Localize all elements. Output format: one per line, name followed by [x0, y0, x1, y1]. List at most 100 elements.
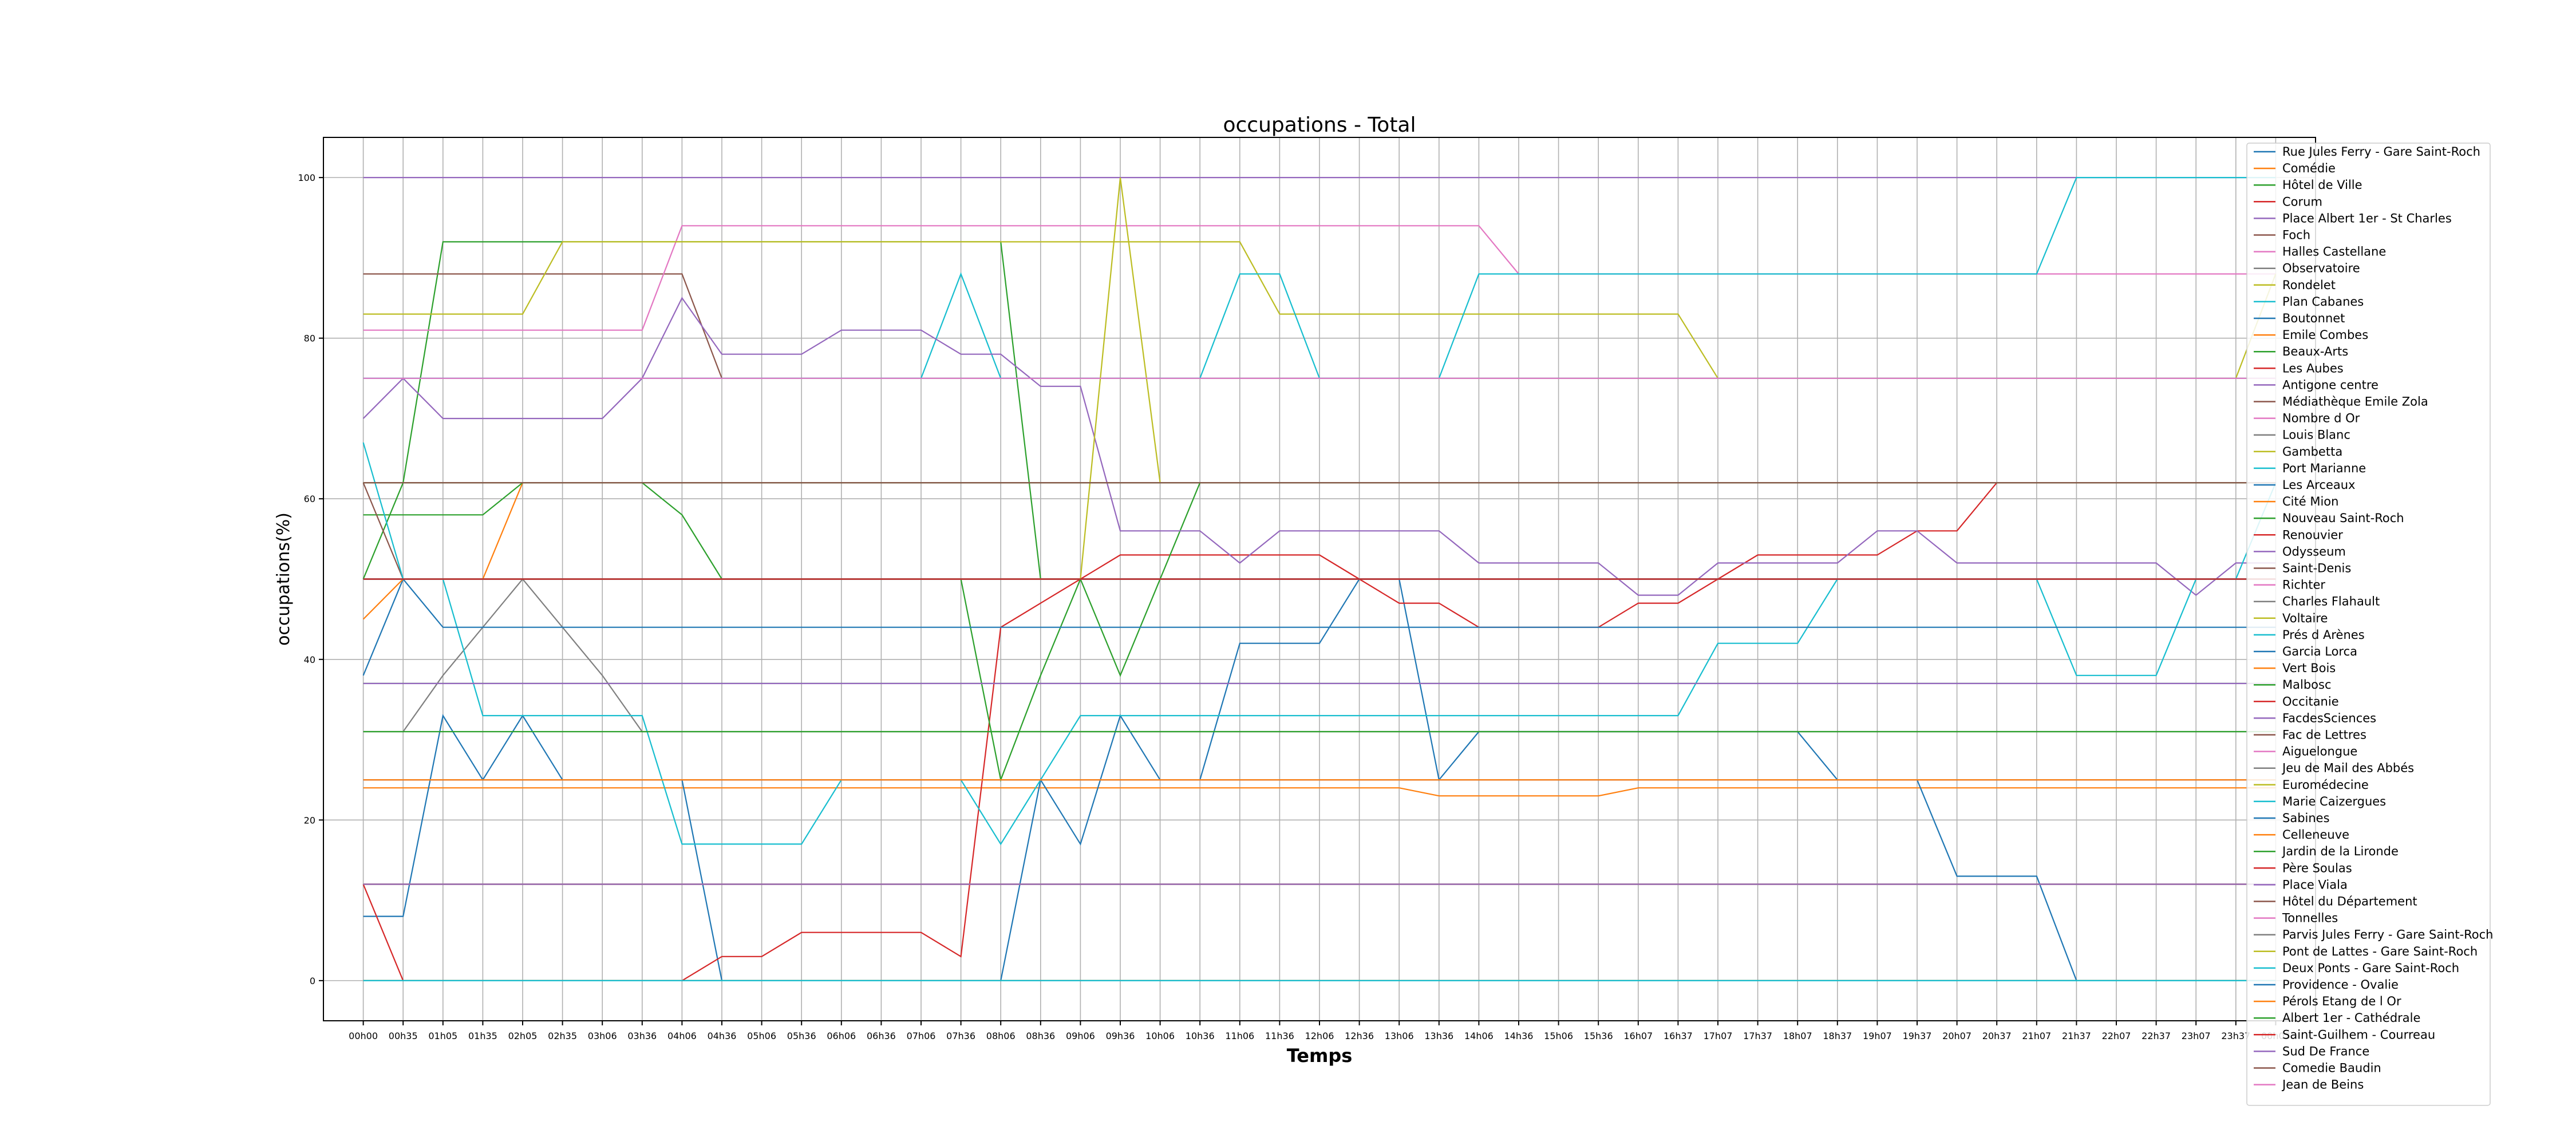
legend-label: Pont de Lattes - Gare Saint-Roch — [2282, 945, 2478, 958]
legend-item: Marie Caizergues — [2254, 795, 2386, 808]
legend-label: Rue Jules Ferry - Gare Saint-Roch — [2282, 145, 2480, 159]
x-tick-label: 11h06 — [1225, 1030, 1254, 1041]
x-tick-label: 00h00 — [349, 1030, 378, 1041]
legend-item: Renouvier — [2254, 528, 2343, 542]
legend-item: Parvis Jules Ferry - Gare Saint-Roch — [2254, 928, 2494, 942]
legend-label: Port Marianne — [2282, 461, 2366, 475]
legend-item: Sud De France — [2254, 1044, 2369, 1058]
legend-item: Richter — [2254, 578, 2325, 592]
x-tick-label: 11h36 — [1265, 1030, 1294, 1041]
legend-label: Père Soulas — [2282, 861, 2352, 875]
legend-label: FacdesSciences — [2282, 711, 2376, 725]
x-tick-label: 17h07 — [1704, 1030, 1733, 1041]
legend-item: Rondelet — [2254, 278, 2336, 292]
legend-label: Occitanie — [2282, 694, 2339, 708]
x-tick-label: 02h05 — [508, 1030, 538, 1041]
legend-label: Plan Cabanes — [2282, 295, 2364, 309]
legend-item: Jeu de Mail des Abbés — [2254, 761, 2414, 775]
y-tick-label: 100 — [298, 172, 315, 183]
legend-item: Les Arceaux — [2254, 478, 2355, 492]
x-tick-label: 17h37 — [1743, 1030, 1772, 1041]
legend-item: Observatoire — [2254, 262, 2360, 275]
legend-label: Saint-Denis — [2282, 562, 2351, 575]
x-tick-label: 20h07 — [1942, 1030, 1971, 1041]
x-tick-label: 07h06 — [907, 1030, 936, 1041]
legend-item: FacdesSciences — [2254, 711, 2376, 725]
legend-label: Providence - Ovalie — [2282, 978, 2399, 992]
legend-label: Emile Combes — [2282, 328, 2368, 342]
legend-label: Euromédecine — [2282, 778, 2369, 792]
x-tick-label: 15h06 — [1544, 1030, 1573, 1041]
legend-item: Tonnelles — [2254, 911, 2338, 925]
x-tick-label: 12h36 — [1345, 1030, 1374, 1041]
legend-label: Jeu de Mail des Abbés — [2281, 761, 2414, 775]
legend-label: Place Albert 1er - St Charles — [2282, 211, 2452, 225]
x-tick-label: 09h36 — [1106, 1030, 1135, 1041]
legend-label: Nouveau Saint-Roch — [2282, 511, 2404, 525]
x-axis-title: Temps — [1287, 1045, 1353, 1067]
x-tick-label: 19h07 — [1863, 1030, 1892, 1041]
x-tick-label: 22h37 — [2142, 1030, 2171, 1041]
legend-label: Médiathèque Emile Zola — [2282, 395, 2428, 409]
legend-item: Odysseum — [2254, 544, 2346, 558]
legend-item: Corum — [2254, 195, 2322, 208]
legend-label: Boutonnet — [2282, 311, 2345, 325]
x-tick-label: 23h07 — [2182, 1030, 2211, 1041]
legend-item: Emile Combes — [2254, 328, 2368, 342]
legend-item: Cité Mion — [2254, 495, 2338, 508]
legend-item: Pérols Etang de l Or — [2254, 994, 2401, 1008]
legend-item: Celleneuve — [2254, 828, 2349, 842]
x-tick-label: 16h07 — [1623, 1030, 1653, 1041]
legend-label: Celleneuve — [2282, 828, 2349, 842]
legend-item: Comedie Baudin — [2254, 1061, 2381, 1075]
y-axis-ticks: 0 20 40 60 80 100 — [298, 172, 323, 986]
legend-item: Père Soulas — [2254, 861, 2352, 875]
x-tick-label: 07h36 — [946, 1030, 975, 1041]
y-tick-label: 80 — [304, 333, 315, 344]
legend-item: Comédie — [2254, 161, 2336, 175]
x-tick-label: 04h06 — [667, 1030, 697, 1041]
x-tick-label: 14h36 — [1504, 1030, 1534, 1041]
y-tick-label: 0 — [310, 976, 315, 986]
legend-label: Comedie Baudin — [2282, 1061, 2381, 1075]
legend-item: Hôtel du Département — [2254, 895, 2417, 909]
legend-item: Médiathèque Emile Zola — [2254, 395, 2428, 409]
x-tick-label: 04h36 — [708, 1030, 737, 1041]
x-tick-label: 05h36 — [787, 1030, 816, 1041]
x-tick-label: 22h07 — [2102, 1030, 2131, 1041]
x-tick-label: 00h35 — [389, 1030, 418, 1041]
x-tick-label: 19h37 — [1903, 1030, 1932, 1041]
legend-label: Saint-Guilhem - Courreau — [2282, 1028, 2435, 1041]
legend-label: Hôtel de Ville — [2282, 178, 2362, 192]
legend-item: Malbosc — [2254, 678, 2332, 692]
x-tick-label: 06h06 — [827, 1030, 856, 1041]
y-tick-label: 40 — [304, 654, 315, 665]
x-tick-label: 14h06 — [1464, 1030, 1494, 1041]
legend-label: Nombre d Or — [2282, 412, 2360, 425]
legend-label: Charles Flahault — [2282, 595, 2380, 609]
legend-label: Sabines — [2282, 811, 2330, 825]
legend-label: Jardin de la Lironde — [2281, 844, 2399, 858]
x-tick-label: 12h06 — [1305, 1030, 1334, 1041]
legend-item: Occitanie — [2254, 694, 2339, 708]
legend-label: Place Viala — [2282, 878, 2348, 891]
x-tick-label: 08h06 — [986, 1030, 1016, 1041]
y-tick-label: 20 — [304, 815, 315, 826]
legend-item: Nombre d Or — [2254, 412, 2360, 425]
x-tick-label: 18h07 — [1783, 1030, 1812, 1041]
legend-item: Place Viala — [2254, 878, 2348, 891]
x-tick-label: 03h06 — [588, 1030, 617, 1041]
legend-label: Louis Blanc — [2282, 428, 2350, 442]
legend-label: Tonnelles — [2282, 911, 2338, 925]
legend-item: Saint-Guilhem - Courreau — [2254, 1028, 2435, 1041]
x-tick-label: 10h36 — [1186, 1030, 1215, 1041]
legend-item: Fac de Lettres — [2254, 728, 2366, 742]
legend-label: Foch — [2282, 228, 2310, 242]
legend-label: Malbosc — [2282, 678, 2332, 692]
legend-item: Jean de Beins — [2254, 1078, 2364, 1092]
legend-label: Deux Ponts - Gare Saint-Roch — [2282, 961, 2459, 975]
legend-item: Charles Flahault — [2254, 595, 2380, 609]
legend-box — [2246, 143, 2491, 1106]
chart-title: occupations - Total — [1223, 113, 1416, 137]
